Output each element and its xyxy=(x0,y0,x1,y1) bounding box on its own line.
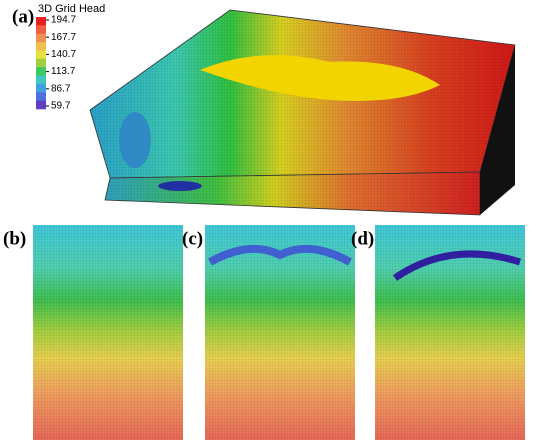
colorbar-swatch xyxy=(36,33,46,43)
colorbar-swatch xyxy=(36,58,46,68)
colorbar-swatch xyxy=(36,92,46,101)
panel-label: (d) xyxy=(351,228,374,249)
colorbar-tick-label: 167.7 xyxy=(51,32,76,43)
panel-label: (a) xyxy=(12,6,34,27)
legend: 3D Grid Head 194.7 167.7 140.7 113.7 86.7 59.… xyxy=(36,3,105,112)
panel-label: (c) xyxy=(182,228,203,249)
colorbar-tick-label: 59.7 xyxy=(51,101,71,112)
colorbar-tick-label: 194.7 xyxy=(51,15,76,26)
panel-c xyxy=(205,225,355,440)
colorbar-swatch xyxy=(36,17,46,26)
colorbar-swatch xyxy=(36,67,46,76)
panel-d xyxy=(375,225,525,440)
colorbar-swatch xyxy=(36,25,46,35)
colorbar-tick-label: 140.7 xyxy=(51,49,76,60)
colorbar-tick-label: 113.7 xyxy=(51,66,76,77)
block-3d xyxy=(89,9,516,216)
panel-label: (b) xyxy=(3,228,26,249)
colorbar-swatch xyxy=(36,42,46,51)
colorbar-tick-label: 86.7 xyxy=(51,83,71,94)
panel-b xyxy=(33,225,183,440)
colorbar-swatch xyxy=(36,83,46,93)
colorbar-swatch xyxy=(36,75,46,85)
colorbar-swatch xyxy=(36,50,46,60)
legend-title: 3D Grid Head xyxy=(38,3,105,15)
colorbar-swatch xyxy=(36,100,46,110)
